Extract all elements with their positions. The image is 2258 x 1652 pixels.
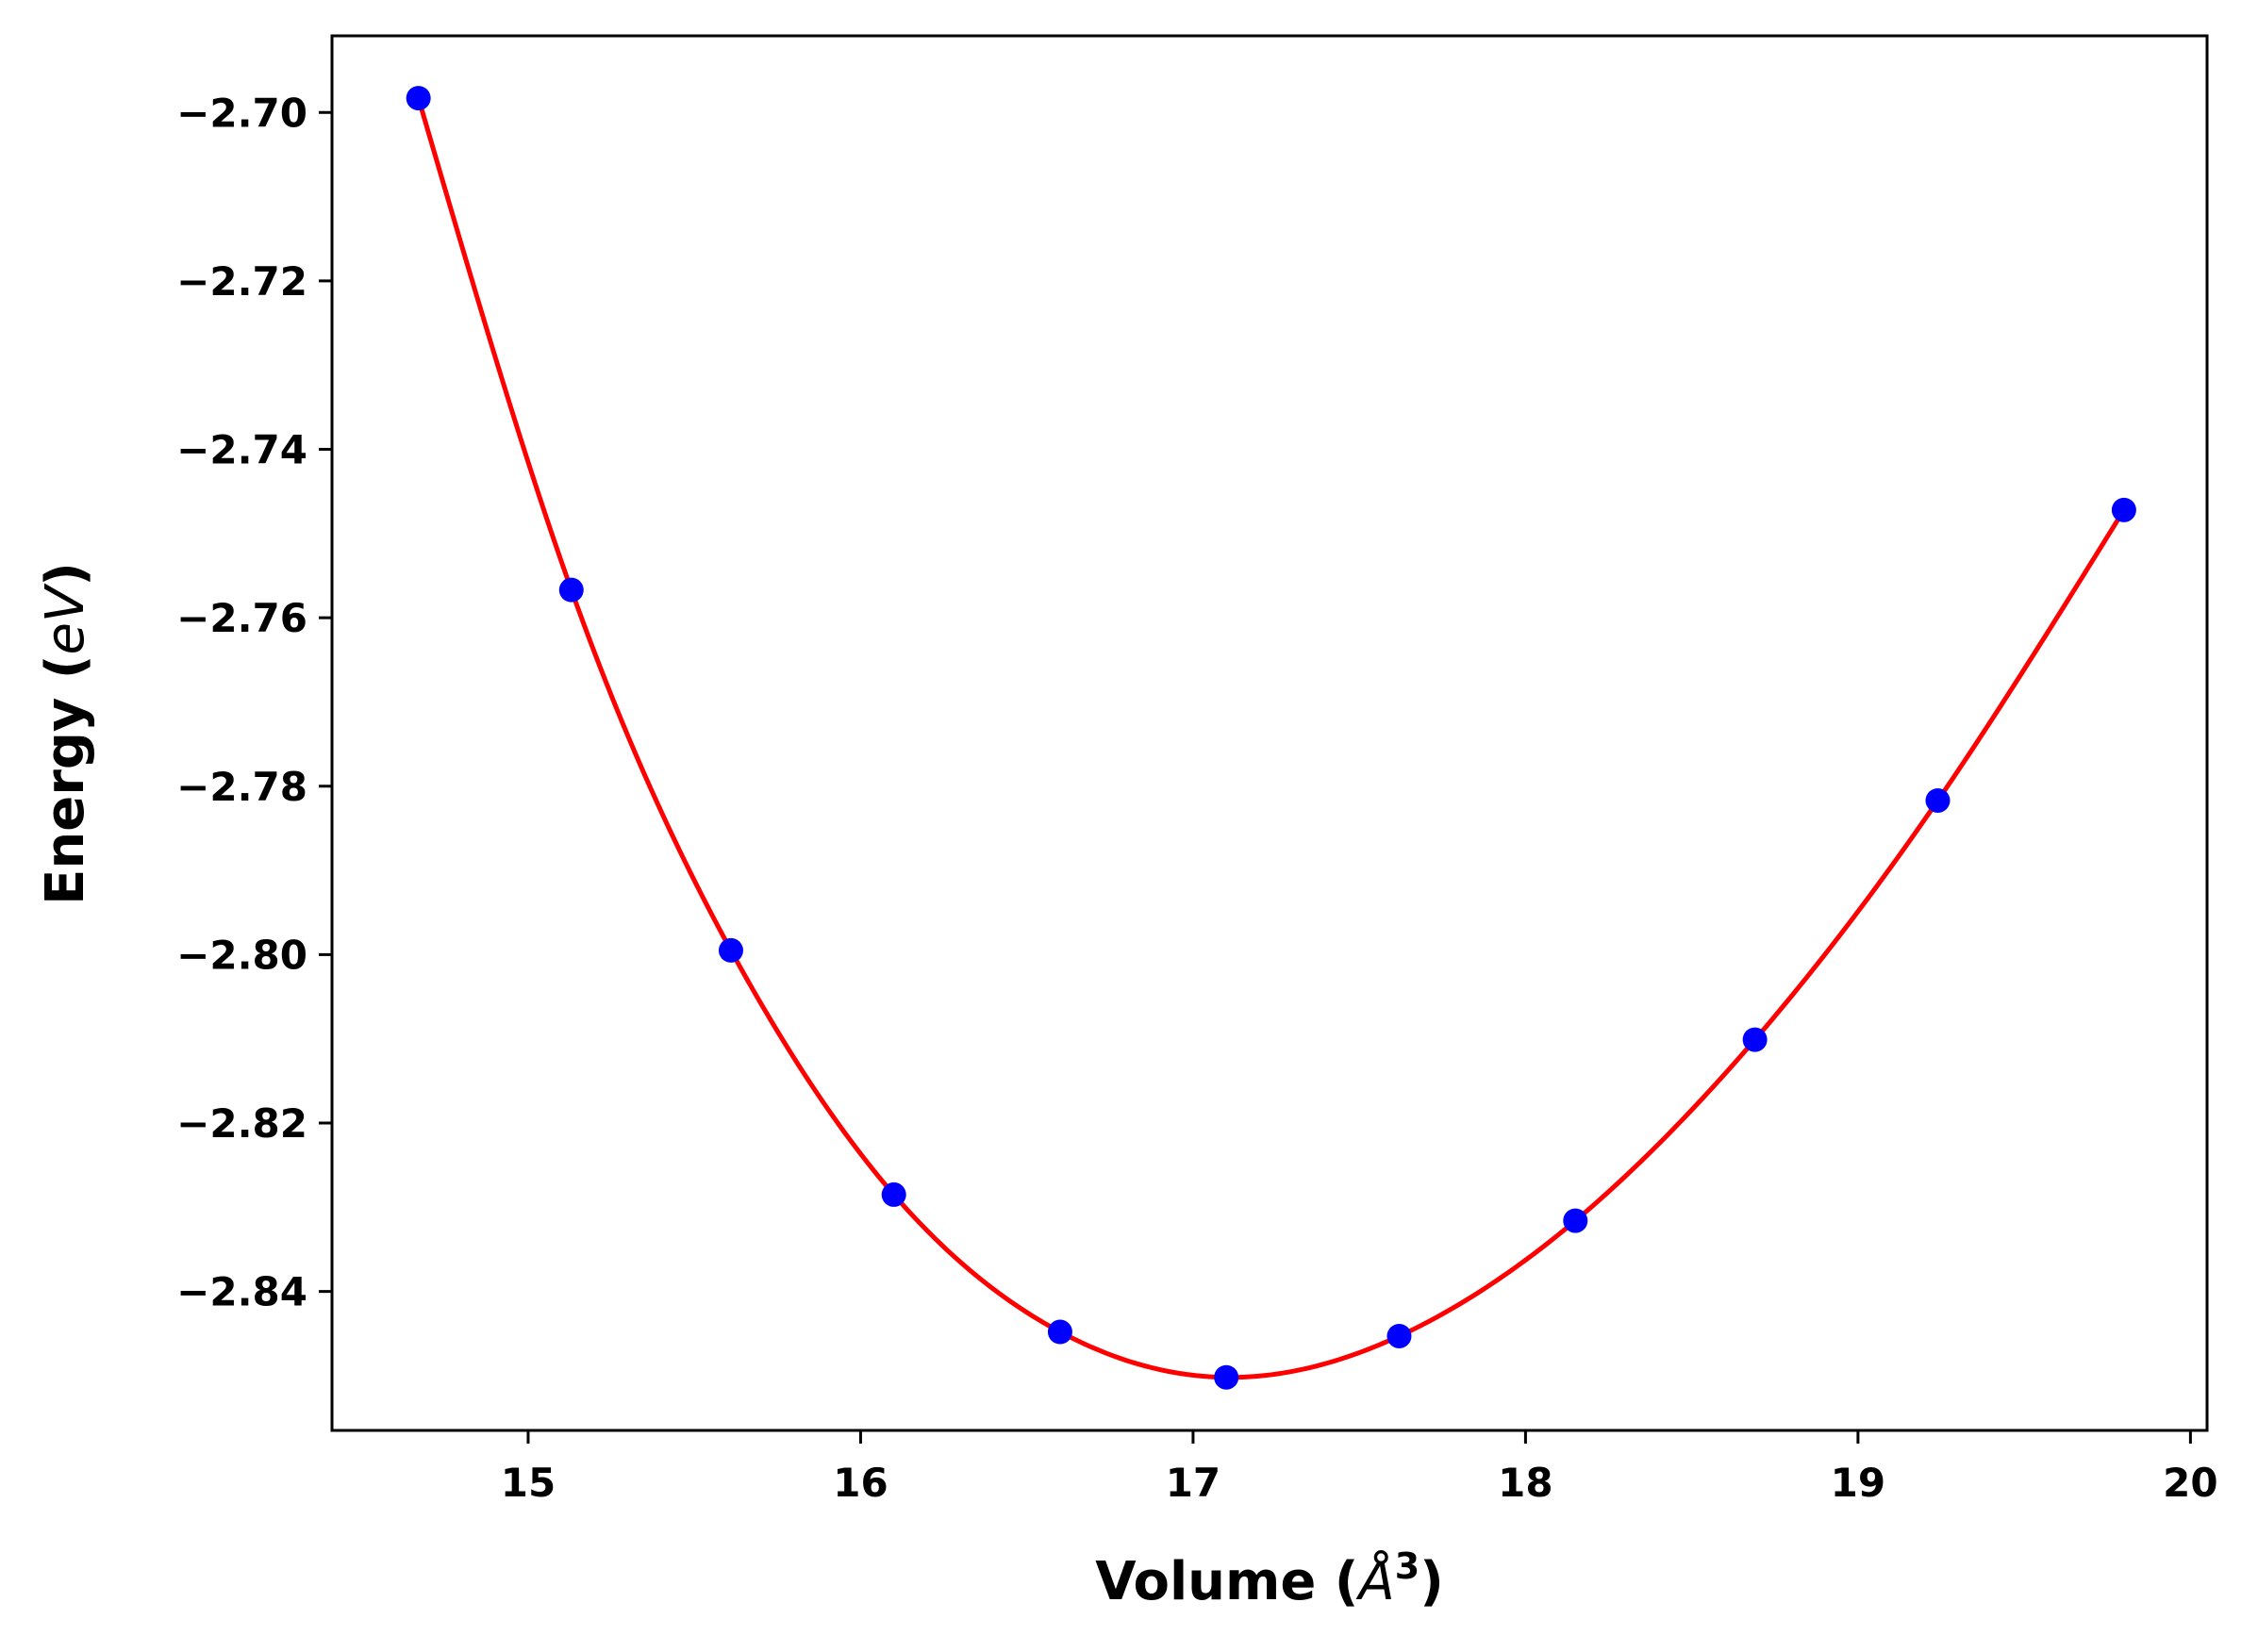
y-tick-label: −2.80: [176, 932, 307, 978]
y-tick-label: −2.72: [176, 258, 307, 305]
data-point: [881, 1181, 906, 1207]
y-tick-label: −2.84: [176, 1269, 307, 1315]
y-axis: −2.70 −2.72 −2.74 −2.76 −2.78 −2.80 −2.82 −2.84: [176, 90, 332, 1315]
y-tick-label: −2.82: [176, 1100, 307, 1147]
data-point: [718, 937, 743, 963]
data-point: [558, 577, 584, 603]
x-axis-label: Volume (Å3): [1095, 1545, 1444, 1612]
y-tick-label: −2.78: [176, 764, 307, 810]
y-tick-label: −2.74: [176, 427, 307, 473]
data-point: [2111, 497, 2136, 522]
data-point: [1742, 1027, 1768, 1052]
y-axis-label: Energy (eV): [35, 562, 96, 905]
x-tick-label: 16: [833, 1460, 888, 1506]
x-tick-label: 20: [2163, 1460, 2217, 1506]
data-point: [1386, 1323, 1412, 1348]
plot-frame: [330, 34, 2209, 1432]
x-tick-label: 18: [1498, 1460, 1552, 1506]
y-tick-label: −2.76: [176, 595, 307, 641]
data-point: [1925, 787, 1951, 813]
data-points-layer: [406, 86, 2136, 1390]
x-tick-label: 15: [501, 1460, 556, 1506]
x-axis: 15 16 17 18 19 20: [501, 1430, 2218, 1506]
data-point: [1047, 1319, 1072, 1345]
x-tick-label: 17: [1166, 1460, 1220, 1506]
y-tick-label: −2.70: [176, 90, 307, 136]
x-tick-label: 19: [1831, 1460, 1885, 1506]
data-point: [1563, 1208, 1588, 1233]
fit-curve: [416, 97, 2127, 1380]
data-point: [1214, 1364, 1239, 1390]
fit-curve-layer: [416, 97, 2127, 1380]
data-point: [406, 86, 431, 111]
